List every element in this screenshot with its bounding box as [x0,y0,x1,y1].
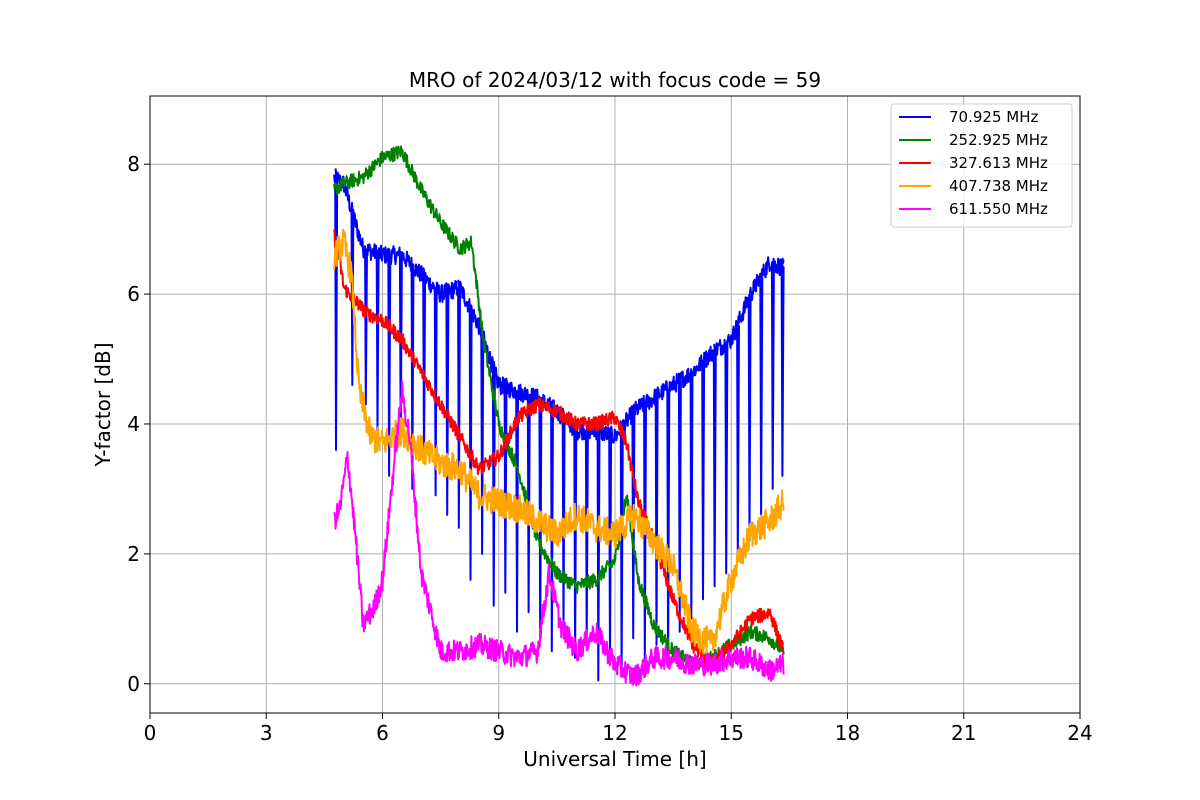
x-tick-label: 6 [376,721,389,745]
series-line [333,380,785,687]
series-layer [333,145,785,687]
legend: 70.925 MHz 252.925 MHz 327.613 MHz 407.738 … [890,103,1073,228]
x-tick-label: 21 [951,721,976,745]
legend-label: 407.738 MHz [949,177,1048,195]
x-tick-label: 3 [260,721,273,745]
y-tick-label: 4 [127,412,140,436]
y-axis-label: Y-factor [dB] [91,342,115,467]
x-tick-label: 15 [719,721,744,745]
y-tick-label: 2 [127,542,140,566]
y-tick-label: 6 [127,282,140,306]
x-tick-label: 18 [835,721,860,745]
y-tick-label: 0 [127,672,140,696]
x-tick-label: 0 [144,721,157,745]
x-tick-label: 24 [1067,721,1092,745]
y-tick-label: 8 [127,152,140,176]
legend-label: 70.925 MHz [949,108,1038,126]
x-tick-label: 9 [492,721,505,745]
chart-title: MRO of 2024/03/12 with focus code = 59 [409,68,821,92]
legend-label: 327.613 MHz [949,154,1048,172]
legend-label: 252.925 MHz [949,131,1048,149]
x-axis-label: Universal Time [h] [523,747,706,771]
legend-label: 611.550 MHz [949,200,1048,218]
x-tick-label: 12 [602,721,627,745]
legend-box [890,103,1073,228]
